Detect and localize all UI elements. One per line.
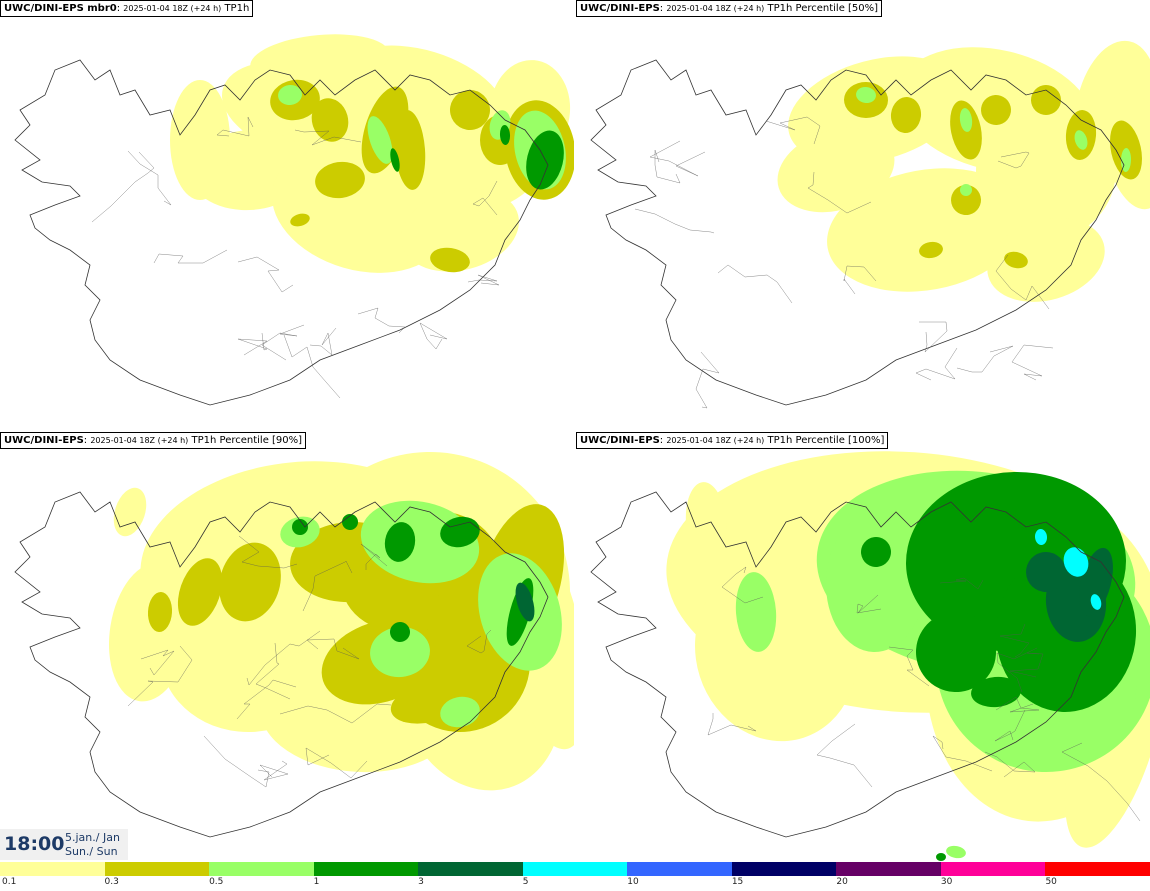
precip-area	[290, 213, 310, 227]
panel-title: UWC/DINI-EPS: 2025-01-04 18Z (+24 h) TP1…	[576, 0, 883, 17]
precip-area	[430, 247, 470, 273]
precip-area	[987, 218, 1105, 302]
roads	[634, 116, 1054, 409]
legend-tick-label: 0.5	[209, 877, 224, 887]
precip-area	[170, 80, 230, 200]
precip-area	[735, 572, 777, 652]
precip-area	[401, 188, 519, 272]
precip-area	[177, 558, 223, 626]
precip-area	[370, 626, 430, 678]
coastline	[590, 59, 1125, 406]
precip-area	[971, 676, 1021, 708]
precip-map	[14, 34, 574, 406]
legend-tick-label: 5	[522, 877, 529, 887]
precip-area	[946, 845, 966, 859]
precip-area	[147, 592, 173, 632]
coastline	[14, 491, 549, 838]
precip-area	[113, 487, 147, 537]
roads	[127, 535, 492, 788]
precip-area	[450, 90, 490, 130]
map-panel-p50: UWC/DINI-EPS: 2025-01-04 18Z (+24 h) TP1…	[576, 0, 1150, 430]
map-panel-p100: UWC/DINI-EPS: 2025-01-04 18Z (+24 h) TP1…	[576, 432, 1150, 862]
legend-bar	[0, 862, 1150, 876]
precip-area	[1026, 552, 1066, 592]
roads	[91, 116, 500, 399]
panel-title: UWC/DINI-EPS: 2025-01-04 18Z (+24 h) TP1…	[576, 432, 889, 449]
valid-date: 5.jan./ Jan	[65, 831, 120, 844]
valid-time: 18:00	[4, 833, 65, 855]
valid-time-box: 18:00 5.jan./ Jan Sun./ Sun	[0, 829, 128, 860]
legend-swatch	[940, 862, 1046, 876]
panel-title: UWC/DINI-EPS: 2025-01-04 18Z (+24 h) TP1…	[0, 432, 307, 449]
precip-area	[695, 562, 857, 742]
panel-title: UWC/DINI-EPS mbr0: 2025-01-04 18Z (+24 h…	[0, 0, 254, 17]
precip-area	[959, 108, 973, 132]
precip-area	[367, 116, 393, 164]
map-panel-member0: UWC/DINI-EPS mbr0: 2025-01-04 18Z (+24 h…	[0, 0, 574, 430]
precip-area	[951, 185, 981, 215]
legend-tick-label: 30	[940, 877, 953, 887]
precip-area	[311, 98, 349, 142]
precip-area	[960, 184, 972, 196]
precip-area	[384, 522, 416, 562]
precip-area	[916, 612, 996, 692]
legend-swatch	[627, 862, 732, 876]
precip-area	[390, 148, 400, 172]
precip-area	[390, 622, 410, 642]
legend-tick-label: 20	[836, 877, 848, 887]
precip-area	[936, 852, 946, 862]
precip-area	[250, 34, 390, 86]
precip-map	[14, 452, 574, 838]
legend-tick-label: 0.1	[2, 877, 17, 887]
precip-area	[440, 516, 480, 548]
precip-area	[1034, 529, 1048, 545]
legend-tick-label: 50	[1045, 877, 1057, 887]
precip-area	[1074, 130, 1088, 150]
legend-swatch	[418, 862, 523, 876]
legend-tick-label: 0.3	[104, 877, 119, 887]
precip-area	[1031, 85, 1061, 115]
precip-area	[1004, 251, 1028, 269]
color-legend: 0.1 0.3 0.5 1 3 5 10 15 20 30 50	[0, 862, 1150, 891]
precip-area	[685, 482, 727, 562]
precip-area	[278, 84, 302, 106]
legend-tick-label: 3	[418, 877, 424, 887]
precip-area	[315, 161, 365, 199]
legend-swatch	[731, 862, 837, 876]
precip-area	[890, 97, 922, 133]
precip-area	[394, 110, 426, 190]
legend-swatch	[836, 862, 941, 876]
precip-map	[590, 451, 1150, 862]
precip-area	[292, 519, 308, 535]
map-panel-p90: UWC/DINI-EPS: 2025-01-04 18Z (+24 h) TP1…	[0, 432, 574, 862]
precip-area	[219, 542, 281, 622]
roads	[707, 566, 1141, 822]
legend-swatch	[522, 862, 628, 876]
precip-area	[1090, 594, 1102, 610]
precip-area	[825, 512, 927, 652]
legend-tick-label: 15	[731, 877, 744, 887]
precip-area	[515, 582, 535, 622]
legend-swatch	[104, 862, 210, 876]
precip-area	[440, 696, 480, 728]
legend-swatch	[0, 862, 105, 876]
legend-swatch	[1045, 862, 1150, 876]
precip-area	[499, 125, 511, 145]
coastline	[590, 491, 1125, 838]
precip-map	[590, 40, 1150, 409]
valid-weekday: Sun./ Sun	[65, 845, 118, 858]
legend-tick-label: 1	[313, 877, 320, 887]
precip-area	[919, 241, 943, 259]
precip-area	[1063, 547, 1089, 577]
coastline	[14, 59, 549, 406]
legend-swatch	[313, 862, 419, 876]
legend-tick-label: 10	[627, 877, 639, 887]
legend-swatch	[209, 862, 314, 876]
precip-area	[342, 514, 358, 530]
precip-area	[981, 95, 1011, 125]
precip-area	[109, 562, 191, 702]
precip-area	[861, 537, 891, 567]
precip-area	[856, 86, 876, 104]
